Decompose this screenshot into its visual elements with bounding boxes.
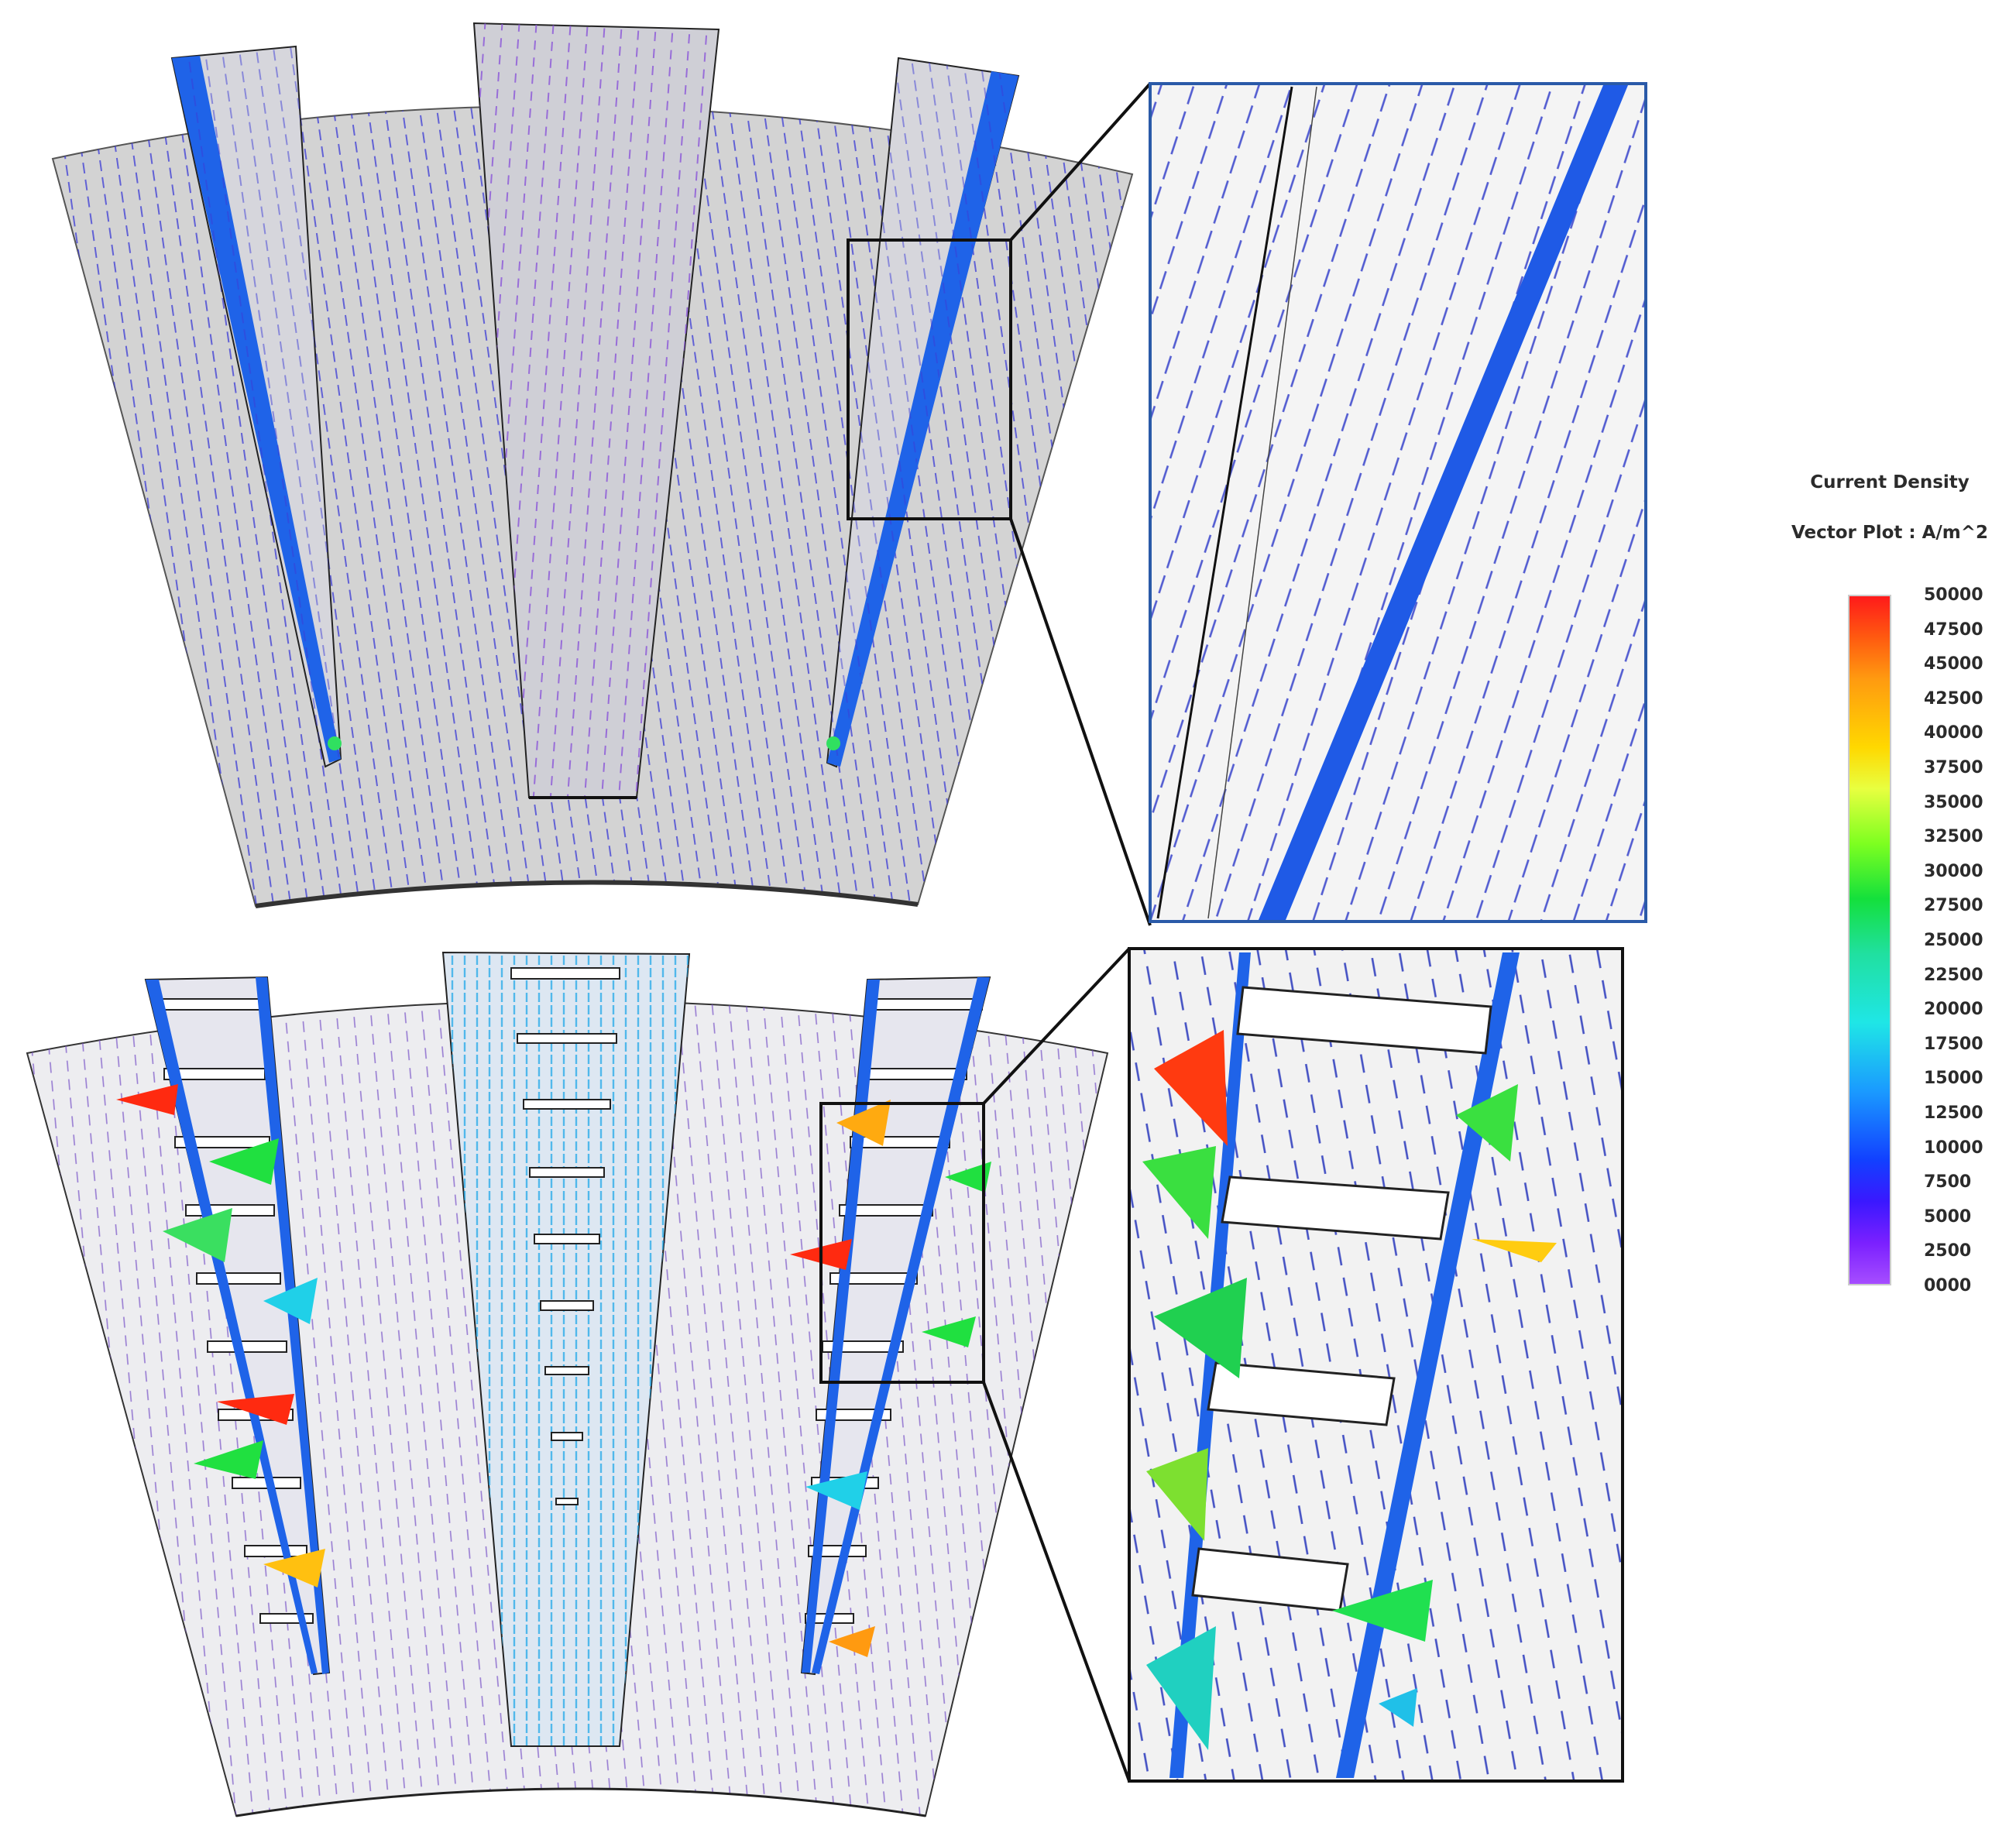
bottom-inset-hot-vectors <box>1142 1030 1557 1750</box>
bottom-zoom-box <box>819 1102 985 1384</box>
legend-tick-47500: 47500 <box>1924 619 1983 640</box>
legend-tick-27500: 27500 <box>1924 896 1983 916</box>
bottom-inset-ribs <box>1191 986 1492 1612</box>
legend-tick-35000: 35000 <box>1924 792 1983 812</box>
legend-tick-32500: 32500 <box>1924 827 1983 847</box>
legend-colorbar <box>1848 595 1891 1285</box>
legend-tick-20000: 20000 <box>1924 1000 1983 1020</box>
legend-tick-30000: 30000 <box>1924 861 1983 881</box>
legend-tick-25000: 25000 <box>1924 931 1983 950</box>
bottom-rotor-segment <box>26 947 1131 1817</box>
legend-tick-10000: 10000 <box>1924 1138 1983 1158</box>
legend-tick-45000: 45000 <box>1924 654 1983 674</box>
bottom-hot-vector-clusters <box>116 1084 991 1657</box>
legend-tick-12500: 12500 <box>1924 1103 1983 1123</box>
legend-tick-37500: 37500 <box>1924 758 1983 777</box>
legend-tick-5000: 5000 <box>1924 1206 1972 1227</box>
legend-tick-7500: 7500 <box>1924 1172 1972 1193</box>
legend-title: Current Density <box>1810 472 1970 492</box>
bottom-center-slot-ribs <box>510 967 620 1505</box>
legend-tick-0000: 0000 <box>1924 1276 1972 1296</box>
top-zoom-inset <box>1149 82 1647 923</box>
top-zoom-box <box>847 239 1012 520</box>
top-inset-slot-edge-current <box>1259 85 1628 920</box>
bottom-right-slot-ribs <box>805 998 983 1624</box>
legend-subtitle: Vector Plot : A/m^2 <box>1791 523 1989 543</box>
legend-tick-22500: 22500 <box>1924 965 1983 985</box>
top-rotor-segment <box>51 22 1152 926</box>
legend-tick-40000: 40000 <box>1924 723 1983 743</box>
bottom-zoom-inset <box>1128 947 1624 1783</box>
legend-tick-15000: 15000 <box>1924 1069 1983 1089</box>
legend-tick-50000: 50000 <box>1924 585 1983 605</box>
legend-tick-42500: 42500 <box>1924 688 1983 709</box>
legend-tick-17500: 17500 <box>1924 1034 1983 1054</box>
legend-tick-2500: 2500 <box>1924 1241 1972 1261</box>
